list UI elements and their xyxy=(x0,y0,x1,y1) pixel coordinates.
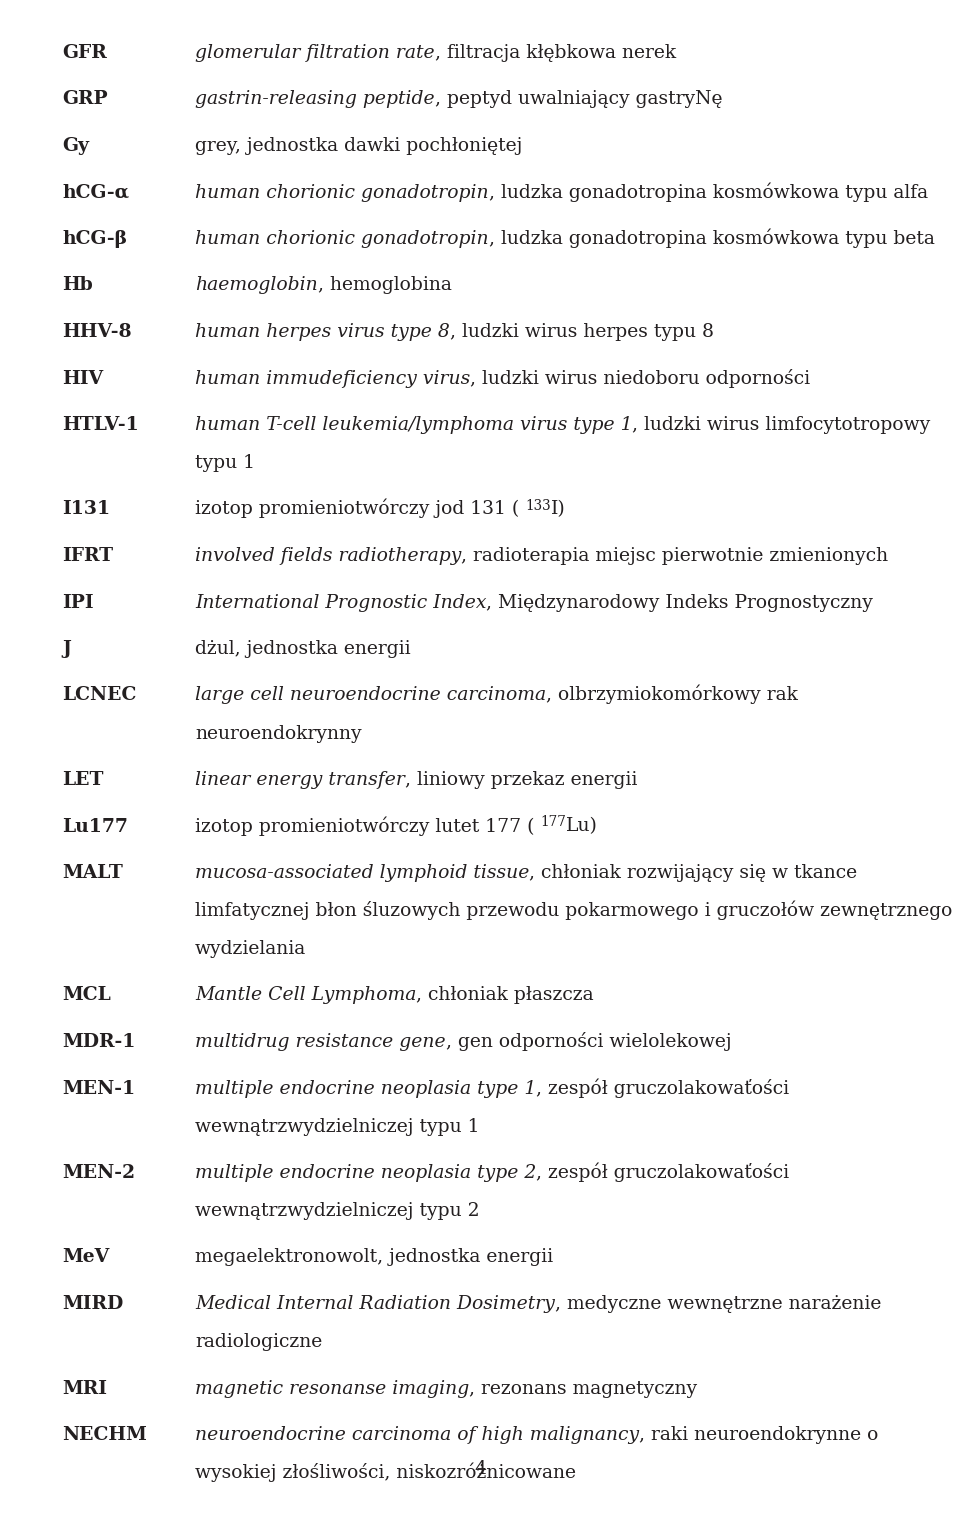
Text: human chorionic gonadotropin: human chorionic gonadotropin xyxy=(195,183,489,201)
Text: typu 1: typu 1 xyxy=(195,455,255,472)
Text: , liniowy przekaz energii: , liniowy przekaz energii xyxy=(405,771,637,789)
Text: haemoglobin: haemoglobin xyxy=(195,276,318,295)
Text: , filtracja kłębkowa nerek: , filtracja kłębkowa nerek xyxy=(435,44,676,63)
Text: MRI: MRI xyxy=(62,1380,107,1398)
Text: NECHM: NECHM xyxy=(62,1425,147,1444)
Text: Medical Internal Radiation Dosimetry: Medical Internal Radiation Dosimetry xyxy=(195,1296,555,1312)
Text: dżul, jednostka energii: dżul, jednostka energii xyxy=(195,639,411,658)
Text: , raki neuroendokrynne o: , raki neuroendokrynne o xyxy=(639,1425,878,1444)
Text: wewnątrzwydzielniczej typu 1: wewnątrzwydzielniczej typu 1 xyxy=(195,1117,479,1135)
Text: MIRD: MIRD xyxy=(62,1296,123,1312)
Text: radiologiczne: radiologiczne xyxy=(195,1334,323,1351)
Text: , hemoglobina: , hemoglobina xyxy=(318,276,451,295)
Text: IPI: IPI xyxy=(62,594,94,612)
Text: , gen odporności wielolekowej: , gen odporności wielolekowej xyxy=(445,1032,732,1051)
Text: , chłoniak płaszcza: , chłoniak płaszcza xyxy=(417,986,594,1004)
Text: Lu): Lu) xyxy=(566,818,598,836)
Text: hCG-α: hCG-α xyxy=(62,183,129,201)
Text: Hb: Hb xyxy=(62,276,93,295)
Text: human chorionic gonadotropin: human chorionic gonadotropin xyxy=(195,230,489,249)
Text: LCNEC: LCNEC xyxy=(62,687,136,705)
Text: International Prognostic Index: International Prognostic Index xyxy=(195,594,487,612)
Text: wydzielania: wydzielania xyxy=(195,940,306,958)
Text: neuroendokrynny: neuroendokrynny xyxy=(195,725,362,743)
Text: multiple endocrine neoplasia type 1: multiple endocrine neoplasia type 1 xyxy=(195,1079,537,1097)
Text: MeV: MeV xyxy=(62,1248,109,1267)
Text: LET: LET xyxy=(62,771,104,789)
Text: J: J xyxy=(62,639,71,658)
Text: I): I) xyxy=(551,501,565,519)
Text: MCL: MCL xyxy=(62,986,110,1004)
Text: 177: 177 xyxy=(540,815,566,830)
Text: , Międzynarodowy Indeks Prognostyczny: , Międzynarodowy Indeks Prognostyczny xyxy=(487,594,874,612)
Text: GFR: GFR xyxy=(62,44,107,63)
Text: , ludzka gonadotropina kosmówkowa typu alfa: , ludzka gonadotropina kosmówkowa typu a… xyxy=(489,182,927,201)
Text: , ludzki wirus niedoboru odporności: , ludzki wirus niedoboru odporności xyxy=(470,368,810,388)
Text: mucosa-associated lymphoid tissue: mucosa-associated lymphoid tissue xyxy=(195,864,529,882)
Text: , ludzka gonadotropina kosmówkowa typu beta: , ludzka gonadotropina kosmówkowa typu b… xyxy=(489,229,934,249)
Text: magnetic resonanse imaging: magnetic resonanse imaging xyxy=(195,1380,469,1398)
Text: , ludzki wirus limfocytotropowy: , ludzki wirus limfocytotropowy xyxy=(633,417,931,433)
Text: linear energy transfer: linear energy transfer xyxy=(195,771,405,789)
Text: MDR-1: MDR-1 xyxy=(62,1033,135,1051)
Text: , zespół gruczolakowaťości: , zespół gruczolakowaťości xyxy=(537,1163,789,1183)
Text: MALT: MALT xyxy=(62,864,123,882)
Text: involved fields radiotherapy: involved fields radiotherapy xyxy=(195,546,462,565)
Text: , medyczne wewnętrzne narażenie: , medyczne wewnętrzne narażenie xyxy=(555,1296,881,1312)
Text: MEN-1: MEN-1 xyxy=(62,1079,135,1097)
Text: 4: 4 xyxy=(474,1460,486,1479)
Text: human T-cell leukemia/lymphoma virus type 1: human T-cell leukemia/lymphoma virus typ… xyxy=(195,417,633,433)
Text: grey, jednostka dawki pochłoniętej: grey, jednostka dawki pochłoniętej xyxy=(195,137,522,156)
Text: wewnątrzwydzielniczej typu 2: wewnątrzwydzielniczej typu 2 xyxy=(195,1202,480,1219)
Text: large cell neuroendocrine carcinoma: large cell neuroendocrine carcinoma xyxy=(195,687,546,705)
Text: GRP: GRP xyxy=(62,90,108,108)
Text: multiple endocrine neoplasia type 2: multiple endocrine neoplasia type 2 xyxy=(195,1164,537,1183)
Text: hCG-β: hCG-β xyxy=(62,230,127,249)
Text: multidrug resistance gene: multidrug resistance gene xyxy=(195,1033,445,1051)
Text: glomerular filtration rate: glomerular filtration rate xyxy=(195,44,435,63)
Text: gastrin-releasing peptide: gastrin-releasing peptide xyxy=(195,90,435,108)
Text: Mantle Cell Lymphoma: Mantle Cell Lymphoma xyxy=(195,986,417,1004)
Text: , peptyd uwalniający gastryNę: , peptyd uwalniający gastryNę xyxy=(435,90,722,108)
Text: HHV-8: HHV-8 xyxy=(62,324,132,340)
Text: IFRT: IFRT xyxy=(62,546,113,565)
Text: wysokiej złośliwości, niskozróżnicowane: wysokiej złośliwości, niskozróżnicowane xyxy=(195,1462,576,1482)
Text: 133: 133 xyxy=(525,499,551,513)
Text: , chłoniak rozwijający się w tkance: , chłoniak rozwijający się w tkance xyxy=(529,864,857,882)
Text: , zespół gruczolakowaťości: , zespół gruczolakowaťości xyxy=(537,1077,789,1097)
Text: human immudeficiency virus: human immudeficiency virus xyxy=(195,369,470,388)
Text: human herpes virus type 8: human herpes virus type 8 xyxy=(195,324,449,340)
Text: HIV: HIV xyxy=(62,369,103,388)
Text: neuroendocrine carcinoma of high malignancy: neuroendocrine carcinoma of high maligna… xyxy=(195,1425,639,1444)
Text: izotop promieniotwórczy jod 131 (: izotop promieniotwórczy jod 131 ( xyxy=(195,499,525,519)
Text: limfatycznej błon śluzowych przewodu pokarmowego i gruczołów zewnętrznego: limfatycznej błon śluzowych przewodu pok… xyxy=(195,900,952,920)
Text: , olbrzymiokomórkowy rak: , olbrzymiokomórkowy rak xyxy=(546,685,798,705)
Text: I131: I131 xyxy=(62,501,110,519)
Text: HTLV-1: HTLV-1 xyxy=(62,417,139,433)
Text: megaelektronowolt, jednostka energii: megaelektronowolt, jednostka energii xyxy=(195,1248,553,1267)
Text: , rezonans magnetyczny: , rezonans magnetyczny xyxy=(469,1380,697,1398)
Text: , ludzki wirus herpes typu 8: , ludzki wirus herpes typu 8 xyxy=(449,324,713,340)
Text: Lu177: Lu177 xyxy=(62,818,128,836)
Text: izotop promieniotwórczy lutet 177 (: izotop promieniotwórczy lutet 177 ( xyxy=(195,816,540,836)
Text: , radioterapia miejsc pierwotnie zmienionych: , radioterapia miejsc pierwotnie zmienio… xyxy=(462,546,889,565)
Text: Gy: Gy xyxy=(62,137,89,156)
Text: MEN-2: MEN-2 xyxy=(62,1164,135,1183)
